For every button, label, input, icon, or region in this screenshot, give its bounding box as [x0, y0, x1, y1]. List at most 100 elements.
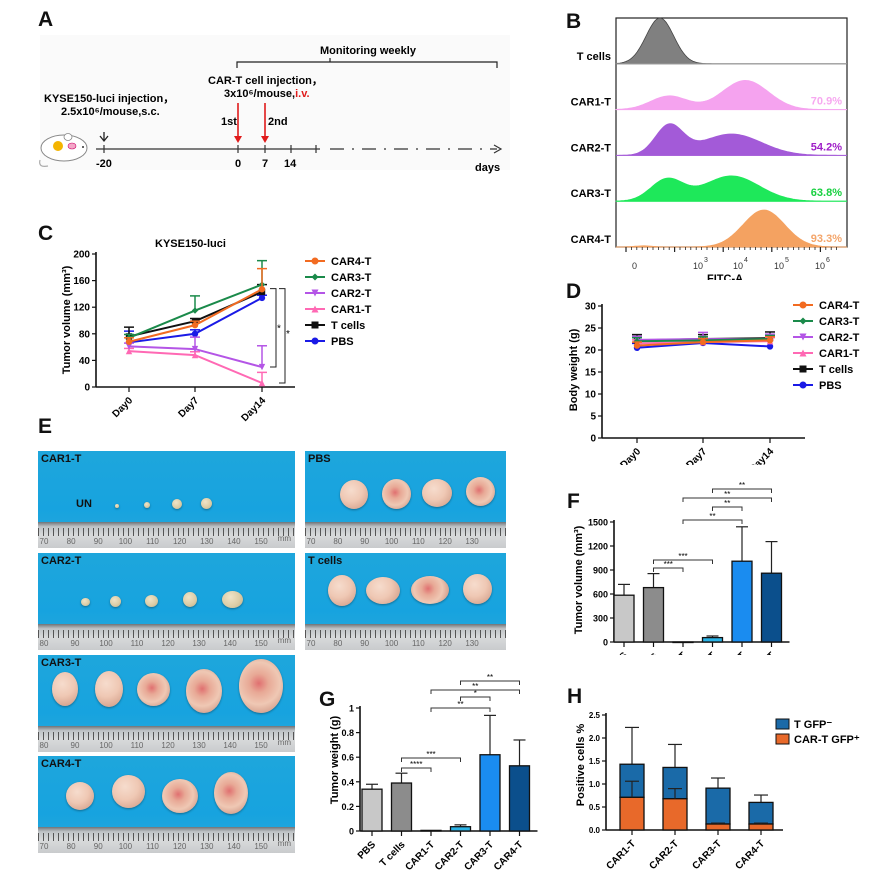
significance-bracket: **	[682, 512, 743, 524]
significance-bracket: ***	[653, 552, 713, 564]
data-point	[258, 286, 266, 293]
bar-segment-t-gfp-negative	[748, 801, 774, 825]
significance-bracket: ****	[401, 760, 432, 772]
y-axis-label: Positive cells %	[575, 724, 587, 807]
y-tick-label: 1200	[588, 542, 608, 552]
mouse-icon	[39, 133, 88, 167]
ruler-unit: mm	[277, 738, 291, 747]
ruler-number: 70	[39, 537, 49, 546]
bar-pbs	[613, 594, 635, 643]
significance-label: **	[709, 512, 715, 521]
tumor	[183, 592, 197, 607]
bracket-line	[682, 519, 743, 524]
data-point	[799, 381, 807, 389]
tick-7: 7	[262, 158, 268, 170]
significance-label: **	[724, 490, 730, 499]
ruler-number: 120	[438, 639, 452, 648]
ruler-number: 90	[93, 537, 103, 546]
panel-label-b: B	[566, 10, 582, 33]
data-point	[191, 307, 199, 314]
x-tick-label: 10	[774, 261, 784, 271]
ruler-number: 150	[254, 639, 268, 648]
tumor	[66, 782, 94, 810]
kyse-dose-label: 2.5x10⁶/mouse,s.c.	[61, 106, 160, 118]
bar-pbs	[361, 788, 383, 832]
chart-title: KYSE150-luci	[155, 238, 226, 250]
bar-car3-t	[731, 560, 753, 643]
y-tick-label: 10	[585, 390, 597, 401]
tumor	[137, 673, 170, 706]
significance-label: ***	[664, 560, 673, 569]
y-tick-label: 15	[585, 368, 597, 379]
y-tick-label: 0.8	[341, 728, 354, 738]
x-tick-exponent: 6	[826, 257, 830, 264]
y-tick-label: 2.0	[589, 734, 601, 743]
ruler-unit: mm	[277, 636, 291, 645]
photo-pbs: PBS 70 80 90 100 110 120 130	[305, 451, 506, 548]
significance-bracket: ***	[653, 560, 684, 572]
x-tick-label: 0	[632, 261, 637, 271]
bracket-line	[430, 689, 520, 694]
tumor-volume-bar-chart: Tumor volume (mm³) 0 300 600 900 1200 1500 PBS…	[573, 481, 790, 655]
histogram-row-label: CAR4-T	[571, 234, 612, 246]
series-car1-t	[124, 347, 267, 387]
data-point	[191, 321, 199, 329]
kyse-injection-label: KYSE150-luci injection，	[44, 93, 174, 105]
tumor	[81, 598, 90, 606]
legend-item: CAR1-T	[793, 348, 860, 360]
photo-caption: T cells	[308, 555, 343, 567]
ruler-number: 90	[360, 639, 370, 648]
percent-label: 63.8%	[811, 187, 842, 199]
significance-bracket: **	[460, 673, 520, 685]
y-axis-label: Tumor weight (g)	[329, 715, 341, 804]
y-axis-label: Tumor volume (mm³)	[61, 265, 73, 374]
legend-item: CAR3-T	[793, 316, 860, 328]
photo-car2-t: CAR2-T 80 90 100 110 120 130 140 150 mm	[38, 553, 295, 650]
y-tick-label: 0	[590, 434, 596, 445]
legend-item: CAR2-T	[793, 332, 860, 344]
ruler: 70 80 90 100 110 120 130	[305, 522, 506, 548]
y-tick-label: 20	[585, 346, 597, 357]
x-tick-label: CAR4-T	[492, 839, 526, 873]
bar-car4-t	[508, 765, 531, 832]
tumor	[95, 671, 123, 707]
tumor-volume-line-chart: KYSE150-luci Tumor volume (mm³) 0 40 80 120…	[61, 238, 372, 424]
legend-swatch	[775, 733, 790, 745]
bar-car4-t	[760, 572, 783, 643]
tumor	[466, 477, 495, 506]
ruler-number: 100	[384, 537, 399, 546]
bracket-line	[401, 767, 432, 772]
bracket-line	[460, 696, 491, 701]
y-tick-label: 40	[79, 356, 91, 367]
ruler-number: 140	[227, 537, 241, 546]
data-point	[766, 337, 774, 344]
photo-caption: CAR1-T	[41, 453, 82, 465]
ruler: 70 80 90 100 110 120 130 140 150 mm	[38, 827, 295, 853]
bar-car1-t	[420, 829, 442, 832]
x-tick-label: CAR1-T	[403, 839, 437, 873]
histogram-row-label: CAR1-T	[571, 97, 612, 109]
monitoring-label: Monitoring weekly	[320, 45, 417, 57]
ruler-number: 150	[254, 741, 268, 750]
y-tick-label: 0.2	[341, 802, 354, 812]
data-point	[258, 379, 266, 387]
timeline-panel-a: Monitoring weekly CAR-T cell injection， …	[39, 35, 510, 174]
bracket-line	[653, 567, 684, 572]
bar-segment-cart-gfp-positive	[748, 823, 774, 831]
tumor	[201, 498, 212, 509]
ruler: 70 80 90 100 110 120 130	[305, 624, 506, 650]
ruler-number: 100	[99, 741, 113, 750]
bracket-line	[682, 497, 772, 502]
data-point	[799, 333, 807, 341]
data-point	[258, 294, 266, 302]
legend-item: PBS	[305, 336, 354, 348]
x-tick-label: CAR4-T	[733, 838, 767, 872]
tick-14: 14	[284, 158, 297, 170]
legend-item: CAR1-T	[305, 304, 372, 316]
significance-label: **	[457, 700, 463, 709]
x-tick-exponent: 5	[785, 257, 789, 264]
legend-label: CAR1-T	[331, 304, 372, 316]
y-tick-label: 0.6	[341, 753, 354, 763]
